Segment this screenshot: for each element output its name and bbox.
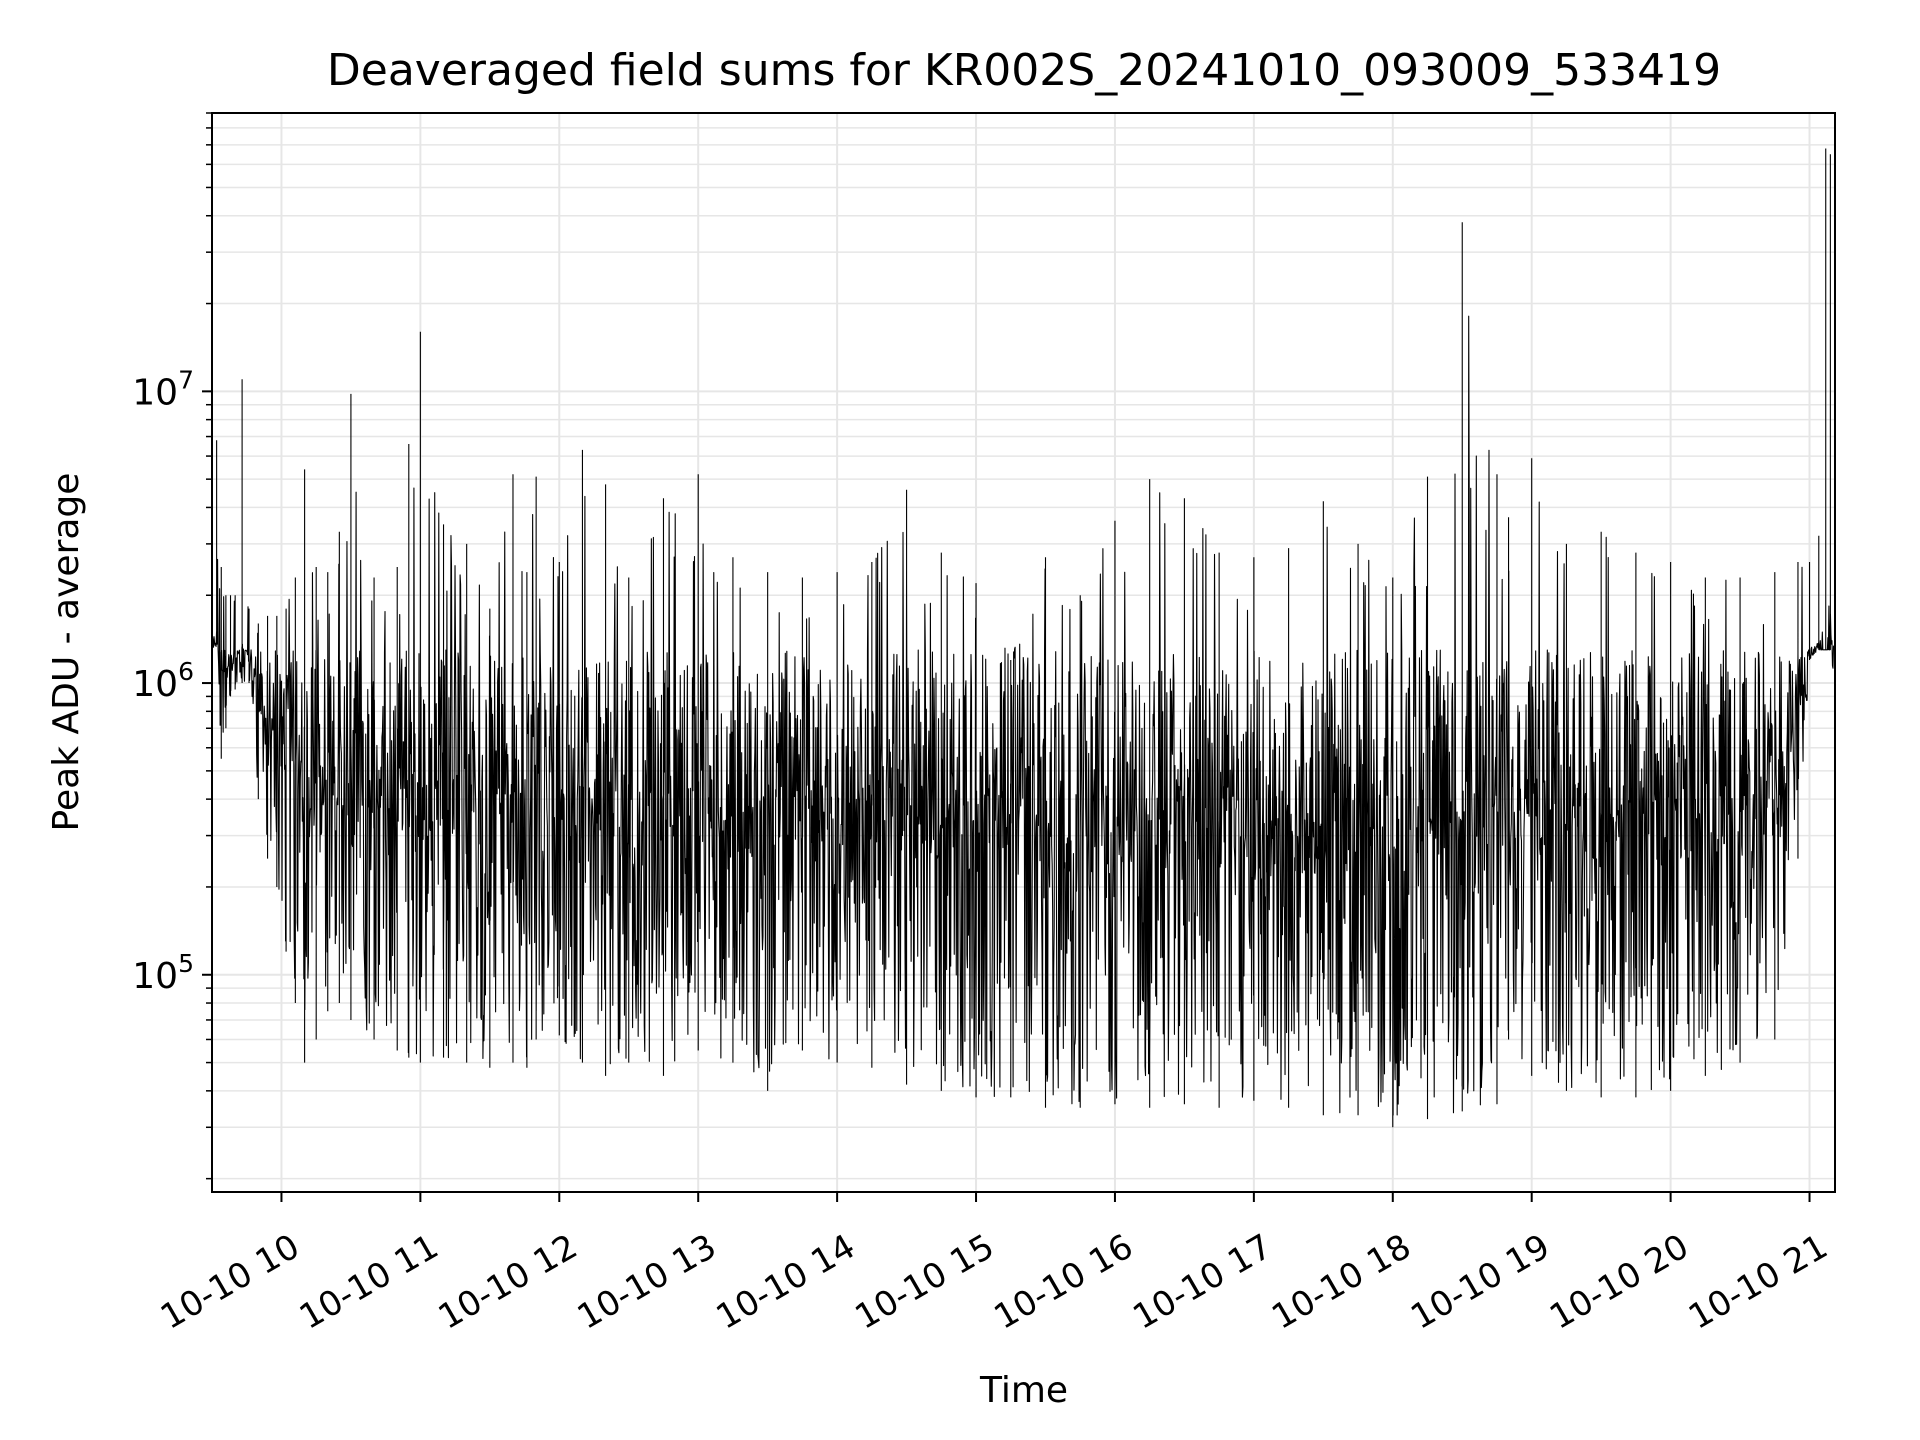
x-tick-label: 10-10 15 [849,1227,1001,1338]
x-tick-label: 10-10 11 [293,1227,445,1338]
y-tick-label: 106 [132,657,194,705]
x-tick-label: 10-10 16 [987,1227,1139,1338]
x-tick-label: 10-10 12 [432,1227,584,1338]
y-axis-label: Peak ADU - average [46,473,87,832]
y-tick-exponent: 6 [178,657,194,686]
y-tick-label: 107 [132,365,194,413]
y-tick-label: 105 [132,949,194,997]
data-series [211,148,1836,1128]
x-tick-label: 10-10 10 [154,1227,306,1338]
x-tick-label: 10-10 19 [1404,1227,1556,1338]
y-tick-base: 10 [132,956,178,997]
y-tick-base: 10 [132,372,178,413]
x-axis-label: Time [979,1370,1068,1411]
x-tick-label: 10-10 13 [571,1227,723,1338]
y-tick-base: 10 [132,664,178,705]
x-tick-label: 10-10 21 [1682,1227,1834,1338]
y-tick-exponent: 7 [178,365,194,394]
x-tick-label: 10-10 18 [1265,1227,1417,1338]
x-tick-label: 10-10 14 [710,1227,862,1338]
series-line [211,148,1836,1128]
x-tick-label: 10-10 17 [1126,1227,1278,1338]
plot-frame [211,112,1836,1193]
chart-title: Deaveraged field sums for KR002S_2024101… [327,45,1721,96]
y-tick-exponent: 5 [178,949,194,978]
x-tick-label: 10-10 20 [1543,1227,1695,1338]
